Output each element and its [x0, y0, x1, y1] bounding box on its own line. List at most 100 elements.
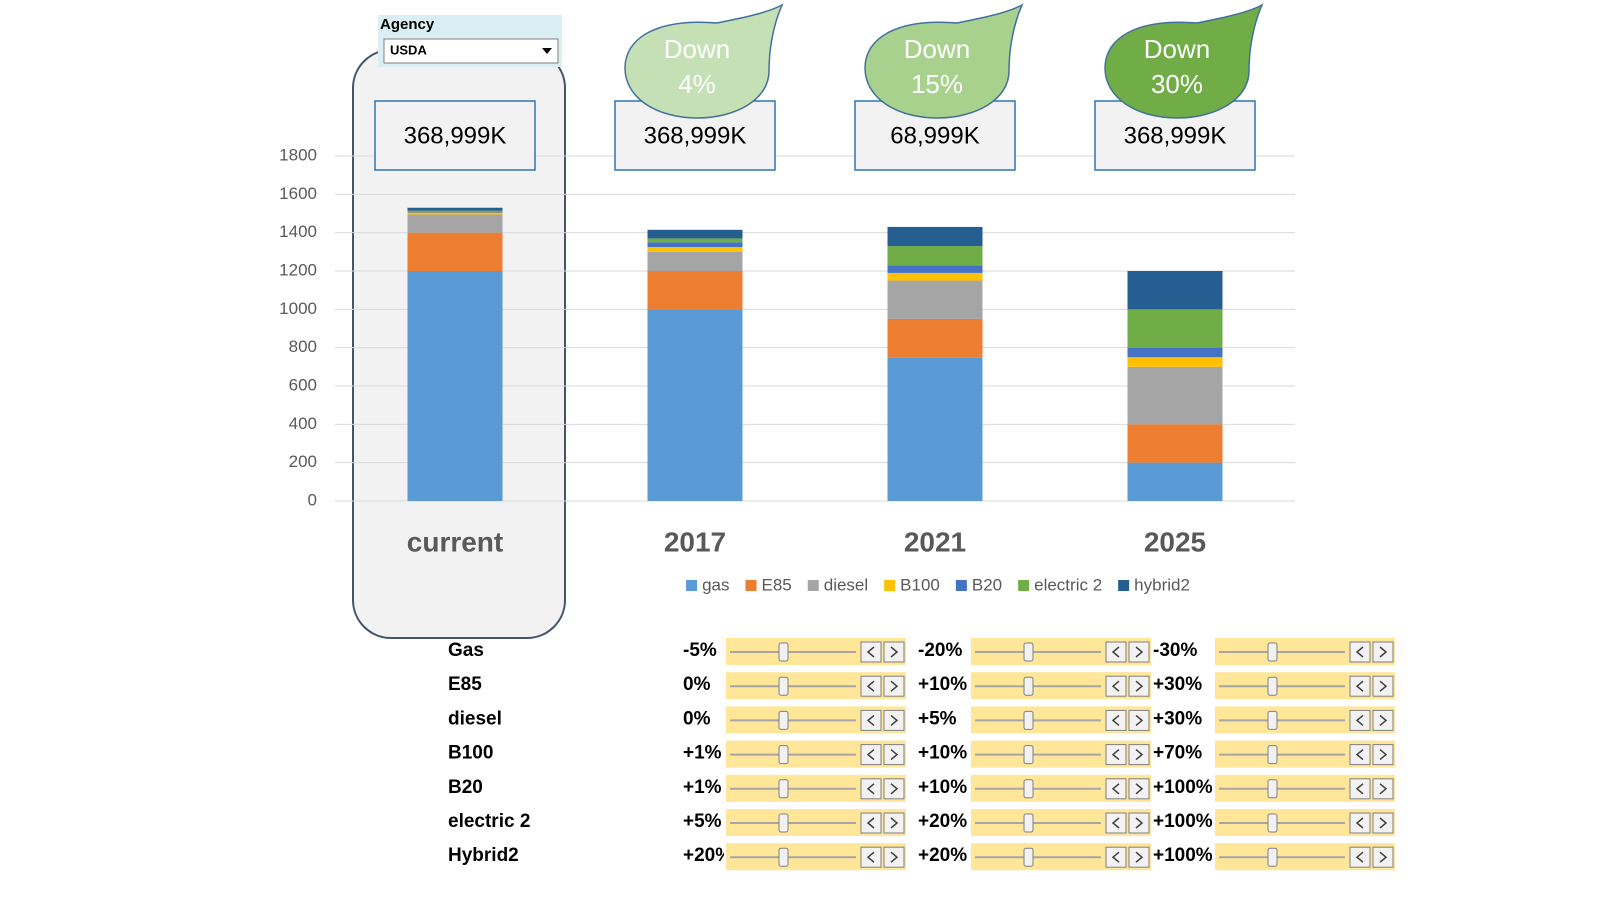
- slider-button[interactable]: [1105, 675, 1127, 697]
- slider-thumb[interactable]: [1267, 813, 1278, 833]
- slider-arrow: [1111, 817, 1120, 829]
- slider-button[interactable]: [1372, 778, 1394, 800]
- slider-button[interactable]: [1349, 709, 1371, 731]
- slider-button[interactable]: [883, 709, 905, 731]
- slider-thumb[interactable]: [1267, 676, 1278, 696]
- slider-thumb[interactable]: [1023, 847, 1034, 867]
- adjust-value: +100%: [1153, 845, 1213, 866]
- slider-thumb[interactable]: [778, 847, 789, 867]
- slider-arrow: [890, 714, 899, 726]
- slider-arrow: [1135, 680, 1144, 692]
- slider-arrow: [1379, 817, 1388, 829]
- slider-button[interactable]: [883, 675, 905, 697]
- slider-button[interactable]: [1105, 846, 1127, 868]
- slider-button[interactable]: [1372, 709, 1394, 731]
- slider-thumb[interactable]: [1267, 847, 1278, 867]
- slider-button[interactable]: [883, 641, 905, 663]
- slider-button[interactable]: [1349, 641, 1371, 663]
- slider-button[interactable]: [1349, 846, 1371, 868]
- slider-thumb[interactable]: [1267, 710, 1278, 730]
- slider-button[interactable]: [883, 846, 905, 868]
- slider-thumb[interactable]: [1267, 779, 1278, 799]
- slider-button[interactable]: [860, 744, 882, 766]
- slider-button[interactable]: [1128, 675, 1150, 697]
- legend-label: B100: [900, 575, 940, 594]
- bar-segment: [647, 242, 743, 248]
- callout-change: 30%: [1151, 69, 1203, 99]
- slider-button[interactable]: [1105, 744, 1127, 766]
- slider-button[interactable]: [1349, 744, 1371, 766]
- slider-thumb[interactable]: [1023, 676, 1034, 696]
- slider-arrow: [1355, 646, 1364, 658]
- slider-arrow: [1355, 817, 1364, 829]
- slider-button[interactable]: [1105, 812, 1127, 834]
- slider-button[interactable]: [883, 778, 905, 800]
- slider-button[interactable]: [860, 778, 882, 800]
- slider-button[interactable]: [860, 641, 882, 663]
- slider-button[interactable]: [1349, 812, 1371, 834]
- slider-arrow: [1355, 783, 1364, 795]
- bar-segment: [1127, 424, 1223, 463]
- callout-text: Down: [664, 34, 730, 64]
- slider-arrow: [1111, 714, 1120, 726]
- slider-button[interactable]: [1128, 744, 1150, 766]
- slider-button[interactable]: [860, 812, 882, 834]
- slider-button[interactable]: [1372, 675, 1394, 697]
- legend-swatch: [1118, 580, 1130, 591]
- legend-swatch: [884, 580, 896, 591]
- slider-arrow: [1135, 646, 1144, 658]
- adjust-value: +30%: [1153, 674, 1202, 695]
- slider-button[interactable]: [1349, 675, 1371, 697]
- slider-thumb[interactable]: [778, 676, 789, 696]
- y-tick-label: 1600: [279, 184, 317, 203]
- slider-button[interactable]: [1349, 778, 1371, 800]
- slider-thumb[interactable]: [778, 745, 789, 765]
- callout-change: 15%: [911, 69, 963, 99]
- callout-text: Down: [904, 34, 970, 64]
- slider-thumb[interactable]: [778, 642, 789, 662]
- slider-button[interactable]: [1372, 744, 1394, 766]
- slider-button[interactable]: [860, 709, 882, 731]
- slider-thumb[interactable]: [1267, 745, 1278, 765]
- slider-button[interactable]: [1128, 812, 1150, 834]
- slider-thumb[interactable]: [1023, 745, 1034, 765]
- slider-button[interactable]: [1372, 812, 1394, 834]
- slider-button[interactable]: [1105, 641, 1127, 663]
- slider-thumb[interactable]: [778, 813, 789, 833]
- slider-button[interactable]: [1128, 641, 1150, 663]
- agency-dropdown[interactable]: [383, 38, 559, 64]
- slider-button[interactable]: [860, 846, 882, 868]
- adjust-value: +20%: [918, 811, 967, 832]
- bar-segment: [887, 280, 983, 319]
- callout-bubble: [624, 3, 784, 119]
- slider-thumb[interactable]: [1267, 642, 1278, 662]
- slider-button[interactable]: [1372, 846, 1394, 868]
- bar-segment: [887, 265, 983, 273]
- total-value: 68,999K: [890, 122, 979, 149]
- adjust-value: +10%: [918, 777, 967, 798]
- slider-button[interactable]: [860, 675, 882, 697]
- slider-thumb[interactable]: [1023, 813, 1034, 833]
- y-tick-label: 400: [289, 414, 317, 433]
- slider-button[interactable]: [1372, 641, 1394, 663]
- slider-arrow: [1355, 680, 1364, 692]
- slider-thumb[interactable]: [1023, 710, 1034, 730]
- slider-thumb[interactable]: [1023, 779, 1034, 799]
- slider-button[interactable]: [1105, 709, 1127, 731]
- slider-thumb[interactable]: [1023, 642, 1034, 662]
- slider-thumb[interactable]: [778, 710, 789, 730]
- slider-button[interactable]: [1128, 846, 1150, 868]
- slider-thumb[interactable]: [778, 779, 789, 799]
- row-label: B100: [448, 743, 493, 764]
- row-label: diesel: [448, 708, 502, 729]
- agency-value: USDA: [390, 42, 427, 57]
- slider-button[interactable]: [1105, 778, 1127, 800]
- slider-arrow: [1379, 714, 1388, 726]
- slider-button[interactable]: [883, 744, 905, 766]
- slider-button[interactable]: [883, 812, 905, 834]
- y-tick-label: 200: [289, 452, 317, 471]
- bar-segment: [1127, 271, 1223, 310]
- slider-button[interactable]: [1128, 778, 1150, 800]
- slider-button[interactable]: [1128, 709, 1150, 731]
